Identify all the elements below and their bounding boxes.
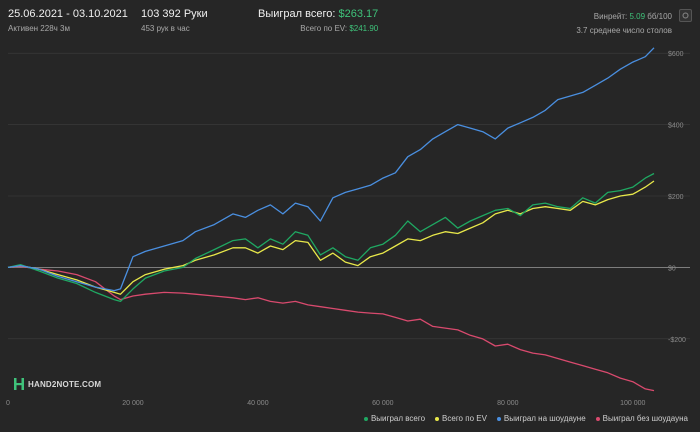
- period-range: 25.06.2021 - 03.10.2021: [8, 8, 128, 20]
- chart-legend: Выиграл всего Всего по EV Выиграл на шоуда…: [363, 414, 688, 423]
- series-line: [7, 180, 655, 295]
- won-value: $263.17: [338, 8, 379, 20]
- grid-lines: [8, 52, 690, 340]
- winrate-block: Винрейт: 5.09 бб/100 3.7 среднее число с…: [576, 10, 672, 37]
- winrate-suffix: бб/100: [647, 12, 672, 21]
- series-line: [7, 172, 655, 303]
- won-label: Выиграл всего:: [258, 8, 336, 20]
- legend-label: Всего по EV: [442, 414, 487, 423]
- legend-dot-icon: [595, 416, 600, 421]
- x-axis-labels: 0 20 000 40 000 60 000 80 000 100 000: [6, 400, 645, 407]
- logo-text: HAND2NOTE.COM: [28, 379, 102, 389]
- ev-value: $241.90: [349, 24, 379, 33]
- winrate-value: 5.09: [629, 12, 646, 21]
- x-tick-label: 80 000: [497, 400, 519, 407]
- legend-dot-icon: [435, 416, 440, 421]
- hands-block: 103 392 Руки 453 рук в час: [141, 8, 208, 35]
- y-tick-label: $0: [668, 265, 676, 272]
- winrate-label: Винрейт:: [593, 12, 628, 21]
- x-tick-label: 20 000: [122, 400, 144, 407]
- legend-item[interactable]: Выиграл без шоудауна: [595, 414, 688, 423]
- y-tick-label: $600: [668, 51, 684, 58]
- legend-dot-icon: [496, 416, 501, 421]
- settings-icon[interactable]: [679, 9, 692, 22]
- series-line: [7, 47, 655, 292]
- winnings-block: Выиграл всего: $263.17 Всего по EV: $241…: [258, 8, 378, 35]
- x-tick-label: 0: [6, 400, 10, 407]
- y-axis-labels: $600 $400 $200 $0 -$200: [668, 51, 686, 344]
- legend-dot-icon: [363, 416, 368, 421]
- active-time: Активен 228ч 3м: [8, 24, 70, 33]
- hands-count: 103 392 Руки: [141, 8, 208, 20]
- x-tick-label: 100 000: [620, 400, 645, 407]
- legend-label: Выиграл всего: [370, 414, 426, 423]
- legend-label: Выиграл на шоудауне: [503, 414, 586, 423]
- legend-item[interactable]: Выиграл на шоудауне: [496, 414, 586, 423]
- x-tick-label: 40 000: [247, 400, 269, 407]
- series-lines: [7, 47, 655, 392]
- ev-label: Всего по EV:: [300, 24, 348, 33]
- legend-item[interactable]: Выиграл всего: [363, 414, 426, 423]
- header-bar: 25.06.2021 - 03.10.2021 Активен 228ч 3м …: [0, 0, 700, 44]
- period-block: 25.06.2021 - 03.10.2021 Активен 228ч 3м: [8, 8, 128, 35]
- legend-label: Выиграл без шоудауна: [602, 414, 688, 423]
- logo: HAND2NOTE.COM: [14, 378, 101, 390]
- hands-per-hour: 453 рук в час: [141, 24, 190, 33]
- y-tick-label: $400: [668, 123, 684, 130]
- legend-item[interactable]: Всего по EV: [435, 414, 487, 423]
- series-line: [7, 265, 655, 392]
- x-tick-label: 60 000: [372, 400, 394, 407]
- y-tick-label: $200: [668, 194, 684, 201]
- hand2note-logo-icon: [14, 378, 24, 390]
- y-tick-label: -$200: [668, 337, 686, 344]
- avg-tables: 3.7 среднее число столов: [576, 26, 672, 35]
